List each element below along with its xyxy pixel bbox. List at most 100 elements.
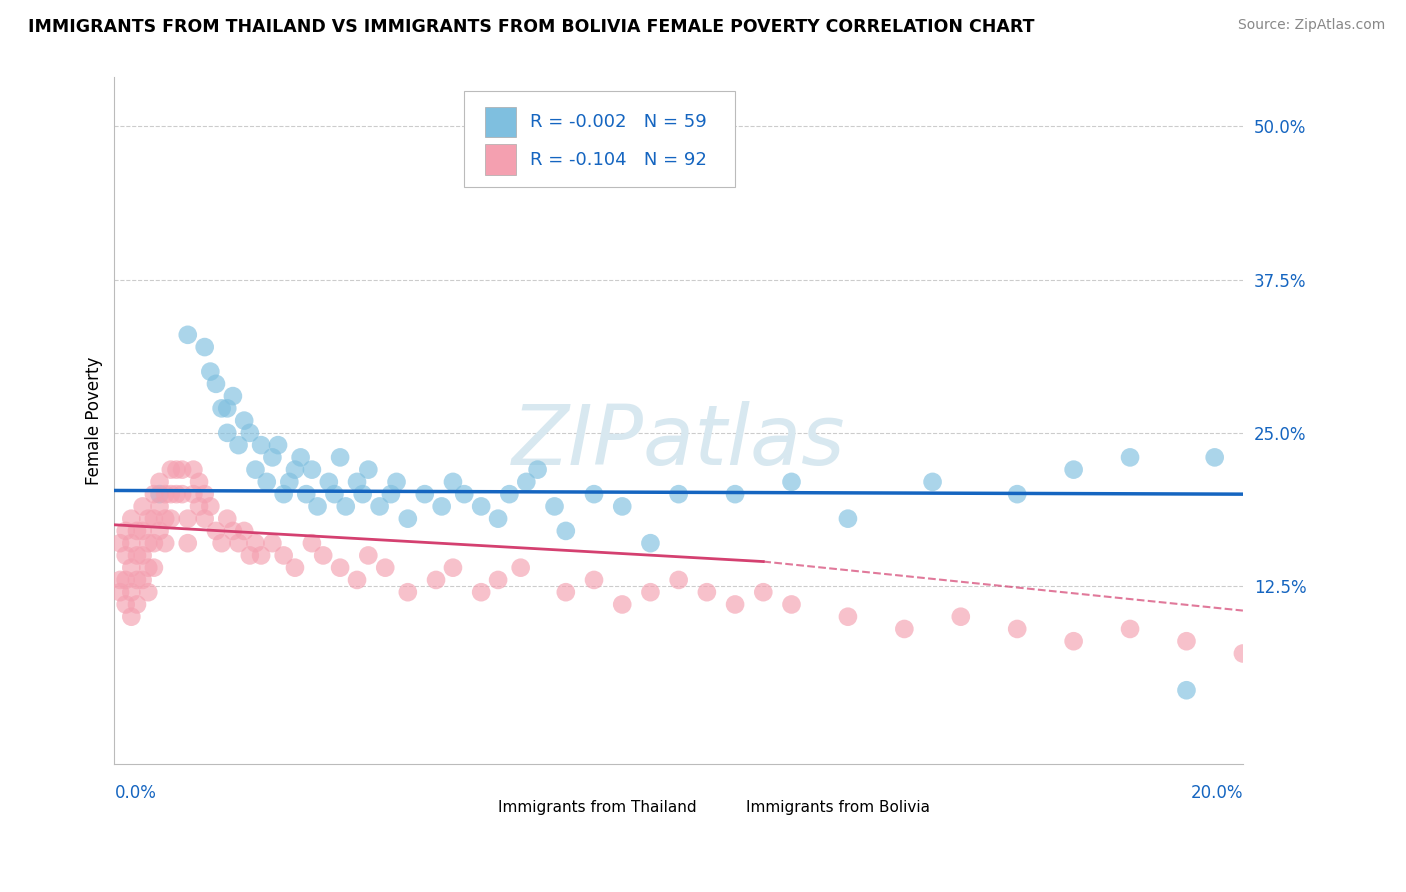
Point xyxy=(284,463,307,477)
Bar xyxy=(453,791,485,822)
Point xyxy=(554,585,576,599)
Point xyxy=(396,585,419,599)
Text: R = -0.002   N = 59: R = -0.002 N = 59 xyxy=(530,113,706,131)
Point xyxy=(114,598,136,612)
Point xyxy=(131,524,153,538)
Point xyxy=(194,487,217,501)
Point xyxy=(131,573,153,587)
Point xyxy=(1063,634,1085,648)
Point xyxy=(188,500,211,514)
Point xyxy=(148,500,170,514)
Point xyxy=(396,511,419,525)
Point xyxy=(250,549,273,563)
Point xyxy=(108,585,131,599)
Point xyxy=(668,487,690,501)
Point xyxy=(278,475,301,489)
Point xyxy=(250,438,273,452)
Point xyxy=(640,585,662,599)
Point xyxy=(1232,647,1254,661)
Point xyxy=(498,487,520,501)
Point xyxy=(120,609,142,624)
FancyBboxPatch shape xyxy=(464,91,735,187)
Point xyxy=(307,500,329,514)
Point xyxy=(295,487,318,501)
Point xyxy=(346,475,368,489)
Y-axis label: Female Poverty: Female Poverty xyxy=(86,357,103,485)
Bar xyxy=(702,791,733,822)
Point xyxy=(554,524,576,538)
Point xyxy=(142,511,165,525)
Bar xyxy=(485,107,516,137)
Point xyxy=(837,511,859,525)
Point xyxy=(153,487,176,501)
Bar xyxy=(485,145,516,175)
Point xyxy=(239,549,262,563)
Text: Source: ZipAtlas.com: Source: ZipAtlas.com xyxy=(1237,18,1385,32)
Point xyxy=(1005,622,1028,636)
Text: 20.0%: 20.0% xyxy=(1191,784,1243,803)
Point xyxy=(273,549,295,563)
Point xyxy=(1005,487,1028,501)
Point xyxy=(1119,622,1142,636)
Point xyxy=(413,487,436,501)
Point xyxy=(153,511,176,525)
Point xyxy=(142,536,165,550)
Point xyxy=(205,524,228,538)
Point xyxy=(352,487,374,501)
Point xyxy=(205,376,228,391)
Point xyxy=(780,475,803,489)
Point xyxy=(1260,683,1282,698)
Point xyxy=(668,573,690,587)
Point xyxy=(120,560,142,574)
Point xyxy=(262,536,284,550)
Point xyxy=(329,450,352,465)
Point xyxy=(228,438,250,452)
Point xyxy=(318,475,340,489)
Point xyxy=(217,401,239,416)
Point xyxy=(582,573,605,587)
Point xyxy=(612,500,634,514)
Point xyxy=(125,549,148,563)
Point xyxy=(177,511,200,525)
Point xyxy=(114,573,136,587)
Point xyxy=(380,487,402,501)
Point xyxy=(136,536,159,550)
Point xyxy=(188,475,211,489)
Point xyxy=(346,573,368,587)
Point xyxy=(374,560,396,574)
Point xyxy=(323,487,346,501)
Point xyxy=(425,573,447,587)
Point xyxy=(780,598,803,612)
Point xyxy=(543,500,565,514)
Point xyxy=(368,500,391,514)
Point xyxy=(837,609,859,624)
Point xyxy=(136,585,159,599)
Point xyxy=(177,327,200,342)
Point xyxy=(453,487,475,501)
Point xyxy=(160,463,183,477)
Point xyxy=(290,450,312,465)
Point xyxy=(148,475,170,489)
Point xyxy=(245,536,267,550)
Point xyxy=(640,536,662,550)
Point xyxy=(200,500,222,514)
Point xyxy=(526,463,548,477)
Point xyxy=(120,585,142,599)
Point xyxy=(515,475,537,489)
Point xyxy=(301,463,323,477)
Point xyxy=(222,524,245,538)
Point xyxy=(893,622,915,636)
Point xyxy=(114,549,136,563)
Point xyxy=(233,414,256,428)
Point xyxy=(470,500,492,514)
Point xyxy=(153,536,176,550)
Point xyxy=(262,450,284,465)
Point xyxy=(441,475,464,489)
Point xyxy=(256,475,278,489)
Point xyxy=(131,500,153,514)
Point xyxy=(1063,463,1085,477)
Point xyxy=(1204,450,1226,465)
Point xyxy=(284,560,307,574)
Point xyxy=(194,340,217,354)
Point xyxy=(357,549,380,563)
